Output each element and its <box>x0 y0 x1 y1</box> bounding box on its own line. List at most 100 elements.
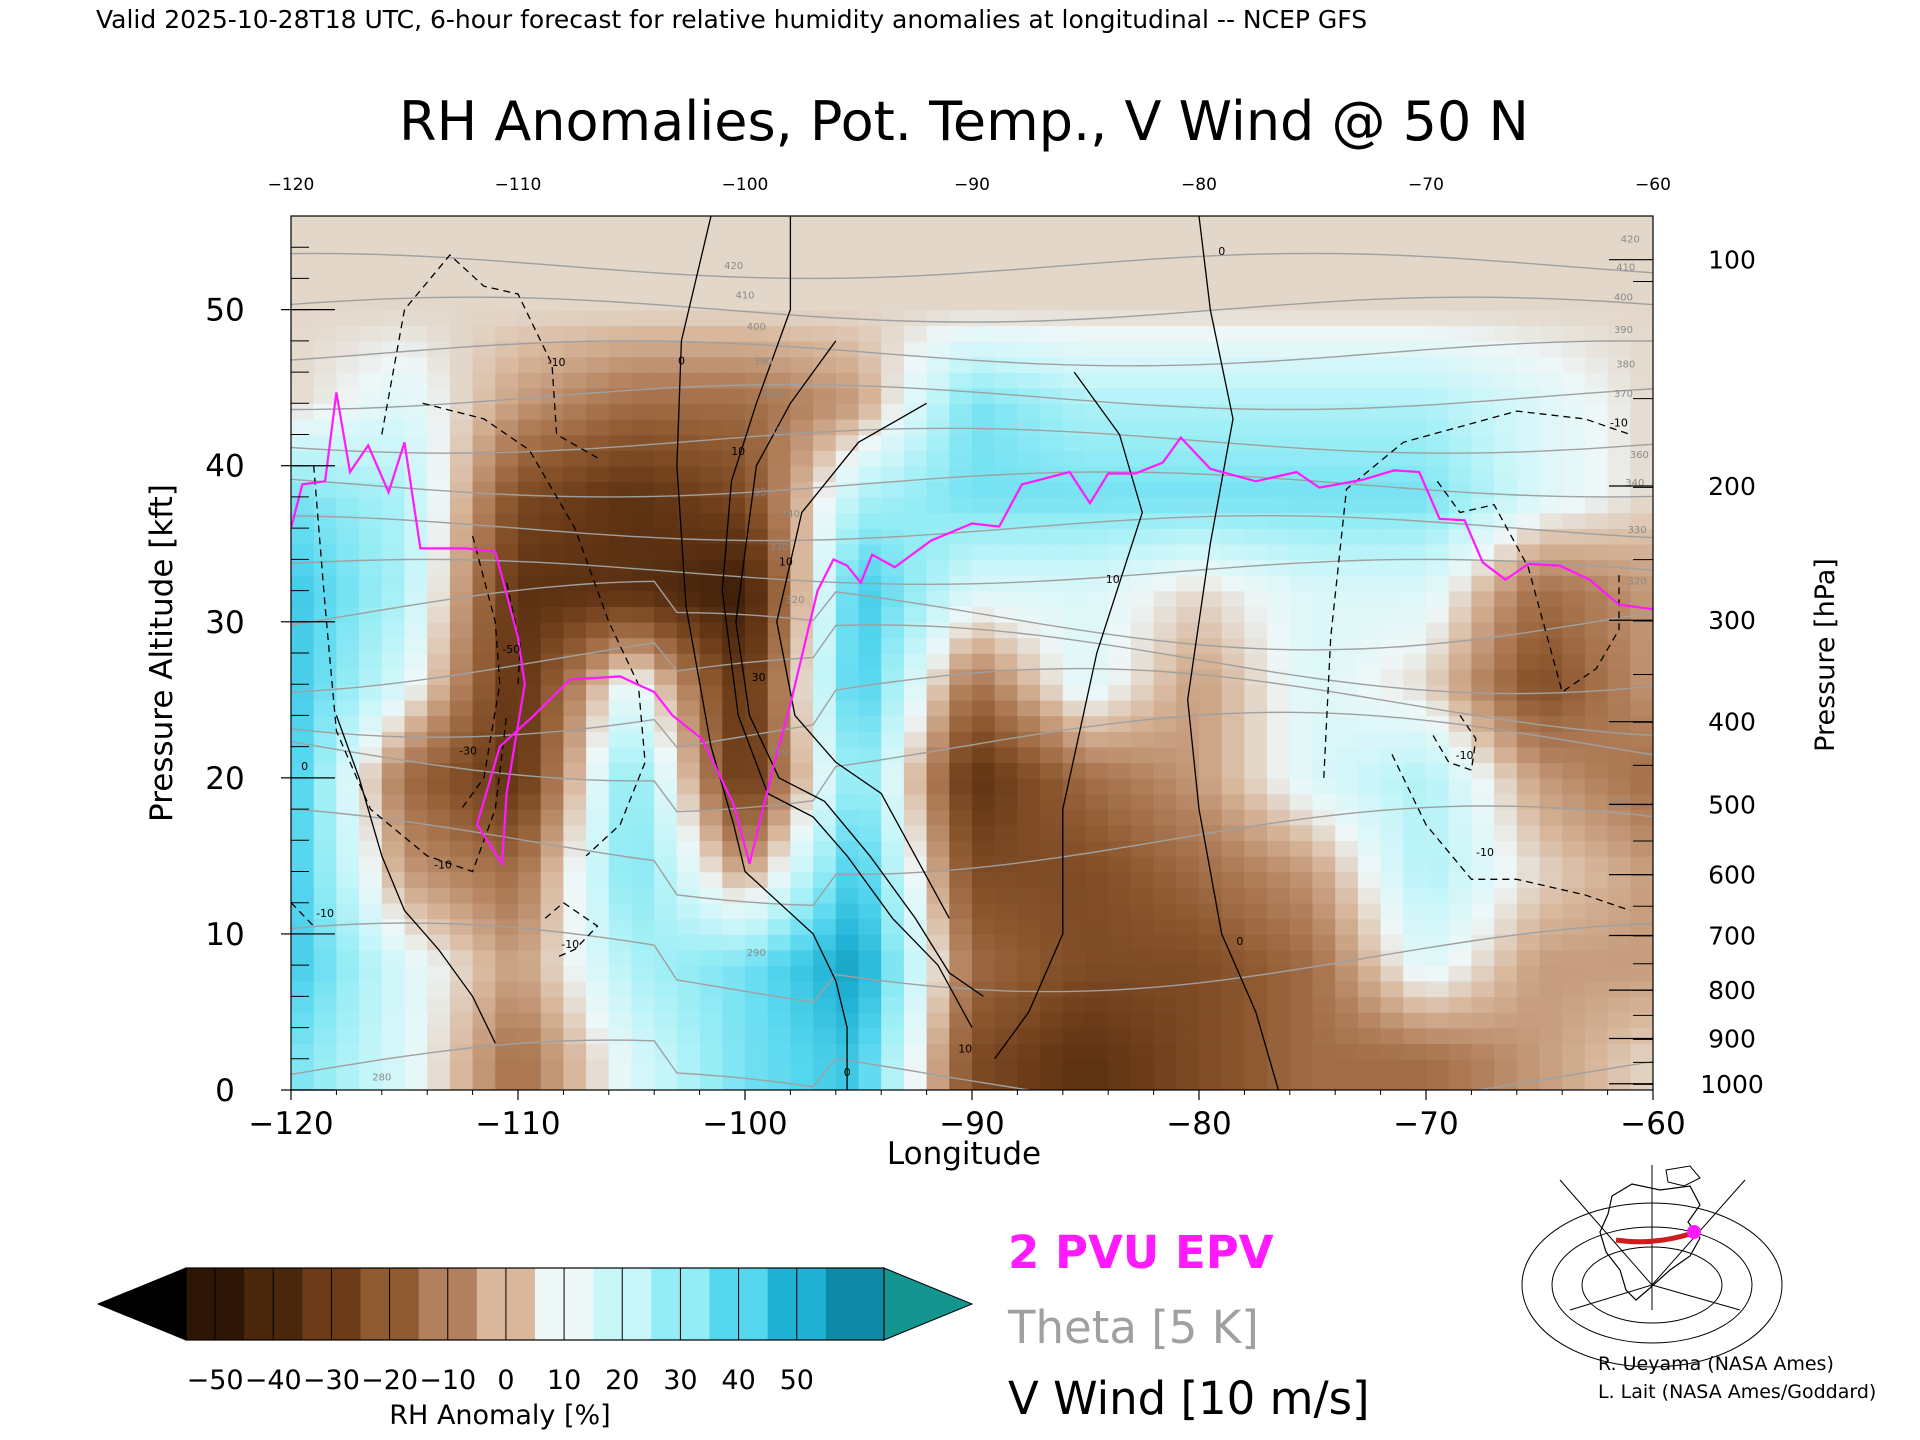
rh-cell <box>1108 918 1132 935</box>
rh-cell <box>926 465 951 483</box>
rh-cell <box>790 1011 814 1029</box>
rh-cell <box>1199 1043 1223 1060</box>
rh-cell <box>1108 621 1132 639</box>
rh-cell <box>1426 294 1450 311</box>
rh-cell <box>903 1074 928 1090</box>
rh-cell <box>1607 434 1632 451</box>
rh-cell <box>472 528 497 545</box>
rh-cell <box>1607 762 1632 779</box>
rh-cell <box>1630 356 1653 373</box>
rh-cell <box>1108 372 1132 389</box>
rh-cell <box>858 262 882 280</box>
rh-cell <box>767 512 792 529</box>
rh-cell <box>1267 247 1291 264</box>
rh-cell <box>654 996 678 1013</box>
rh-cell <box>1403 1058 1427 1076</box>
rh-cell <box>1244 403 1268 420</box>
rh-cell <box>495 1027 519 1044</box>
rh-cell <box>1357 777 1382 795</box>
rh-cell <box>1471 606 1495 623</box>
rh-cell <box>631 871 655 888</box>
rh-cell <box>881 918 905 935</box>
rh-cell <box>1176 606 1200 623</box>
rh-cell <box>336 528 360 545</box>
rh-cell <box>608 590 633 607</box>
rh-cell <box>813 918 837 935</box>
rh-cell <box>790 262 814 280</box>
rh-cell <box>1539 278 1563 295</box>
rh-cell <box>1357 216 1382 233</box>
rh-cell <box>1244 621 1268 639</box>
rh-cell <box>1380 855 1405 873</box>
rh-cell <box>1380 840 1405 857</box>
rh-cell <box>1335 403 1359 420</box>
rh-cell <box>608 247 633 264</box>
colorbar-tick-label: 20 <box>605 1365 639 1396</box>
rh-cell <box>359 731 383 748</box>
rh-cell <box>1153 855 1178 873</box>
rh-cell <box>858 746 882 764</box>
rh-cell <box>676 762 701 779</box>
rh-cell <box>1267 855 1291 873</box>
rh-cell <box>1221 715 1246 732</box>
rh-cell <box>1562 699 1586 717</box>
rh-cell <box>972 918 996 935</box>
rh-cell <box>381 294 406 311</box>
rh-cell <box>1562 809 1586 826</box>
rh-cell <box>1448 621 1473 639</box>
rh-cell <box>790 949 814 966</box>
rh-cell <box>858 372 882 389</box>
rh-cell <box>495 855 519 873</box>
rh-cell <box>1221 637 1246 654</box>
rh-cell <box>1357 965 1382 982</box>
rh-cell <box>1199 1074 1223 1090</box>
rh-cell <box>631 621 655 639</box>
rh-cell <box>745 543 769 561</box>
rh-cell <box>881 621 905 639</box>
rh-cell <box>1040 450 1064 467</box>
rh-cell <box>1426 949 1450 966</box>
rh-cell <box>472 621 497 639</box>
rh-cell <box>654 824 678 842</box>
rh-cell <box>903 996 928 1013</box>
rh-cell <box>518 980 542 998</box>
rh-cell <box>1221 574 1246 592</box>
rh-cell <box>1607 340 1632 358</box>
rh-cell <box>1312 387 1336 405</box>
rh-cell <box>1312 231 1336 249</box>
rh-cell <box>1494 996 1518 1013</box>
rh-cell <box>881 965 905 982</box>
v-wind-contour-label: 0 <box>301 760 308 773</box>
rh-cell <box>858 216 882 233</box>
rh-cell <box>1335 668 1359 686</box>
rh-cell <box>949 1074 973 1090</box>
rh-cell <box>427 512 451 529</box>
rh-cell <box>1267 918 1291 935</box>
rh-cell <box>903 309 928 327</box>
rh-cell <box>1380 356 1405 373</box>
rh-cell <box>903 699 928 717</box>
rh-cell <box>1584 247 1609 264</box>
rh-cell <box>336 465 360 483</box>
rh-cell <box>1267 387 1291 405</box>
rh-cell <box>449 731 474 748</box>
rh-cell <box>1176 777 1200 795</box>
rh-cell <box>1426 980 1450 998</box>
rh-cell <box>1471 481 1495 498</box>
rh-cell <box>1403 231 1427 249</box>
rh-cell <box>994 715 1019 732</box>
rh-cell <box>427 1074 451 1090</box>
rh-cell <box>722 496 746 514</box>
rh-cell <box>1244 387 1268 405</box>
rh-cell <box>1040 699 1064 717</box>
rh-cell <box>1584 403 1609 420</box>
rh-cell <box>699 294 724 311</box>
rh-cell <box>654 387 678 405</box>
rh-cell <box>903 231 928 249</box>
rh-cell <box>790 699 814 717</box>
rh-cell <box>381 481 406 498</box>
rh-cell <box>654 933 678 951</box>
rh-cell <box>654 746 678 764</box>
rh-cell <box>1403 356 1427 373</box>
rh-cell <box>1199 840 1223 857</box>
